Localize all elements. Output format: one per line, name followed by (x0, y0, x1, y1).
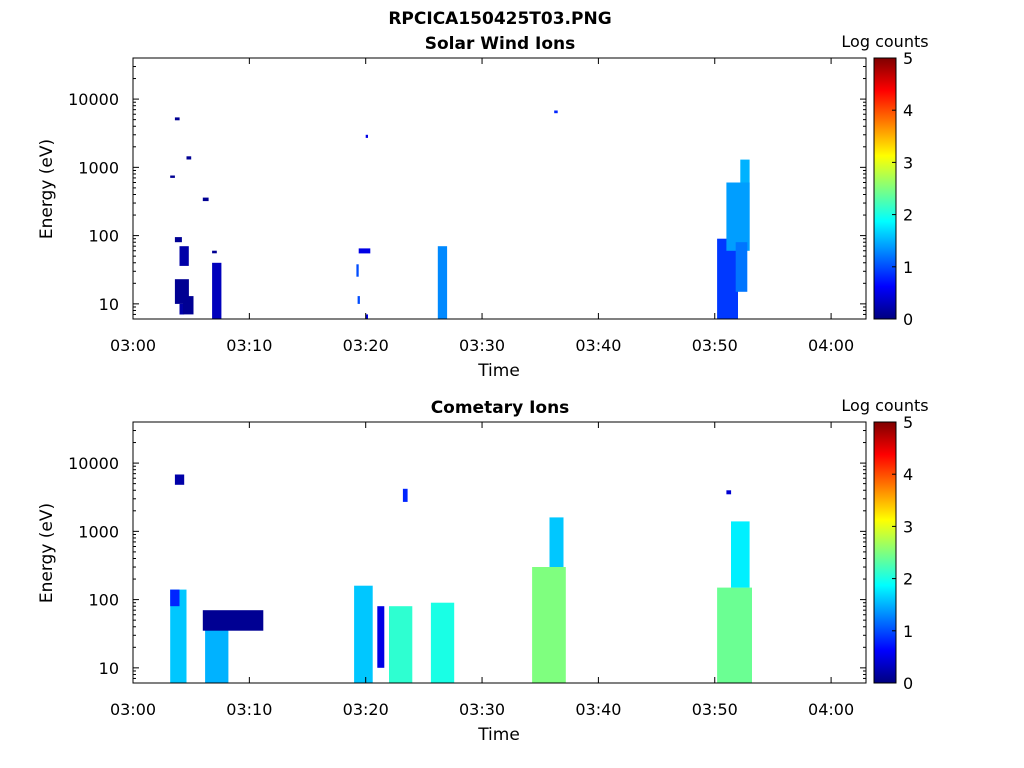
y-tick-label: 10000 (68, 454, 119, 473)
heatmap-cell (186, 156, 192, 160)
colorbar-tick-label: 3 (903, 153, 913, 172)
y-tick-label: 100 (88, 591, 119, 610)
colorbar-tick-label: 1 (903, 258, 913, 277)
heatmap-cell (183, 296, 194, 315)
heatmap-cell (365, 314, 368, 319)
x-tick-label: 03:50 (692, 700, 738, 719)
heatmap-cell (740, 159, 750, 183)
colorbar-tick-label: 4 (903, 465, 913, 484)
x-tick-label: 03:40 (575, 700, 621, 719)
heatmap-cell (377, 606, 385, 668)
heatmap-cell (170, 589, 180, 607)
heatmap-cell (549, 517, 564, 567)
colorbar-tick-label: 4 (903, 101, 913, 120)
colorbar-gradient (873, 57, 897, 320)
x-tick-label: 03:10 (226, 700, 272, 719)
heatmap-cell (170, 175, 175, 178)
x-axis-label: Time (477, 361, 520, 381)
heatmap-cell (717, 587, 752, 683)
colorbar-tick-label: 2 (903, 570, 913, 589)
heatmap-cell (174, 474, 185, 485)
heatmap-cell (554, 110, 558, 114)
y-ticks: 10 100 1000 10000 (68, 421, 866, 684)
panel-title: Cometary Ions (431, 398, 570, 418)
x-tick-label: 03:30 (459, 700, 505, 719)
colorbar-label: Log counts (841, 396, 928, 415)
x-tick-label: 03:00 (110, 700, 156, 719)
heatmap-cell (358, 248, 371, 254)
x-ticks: 03:00 03:10 03:20 03:30 03:40 03:50 04:00 (110, 58, 854, 355)
heatmap-cell (735, 242, 748, 292)
plot-frame (132, 421, 867, 684)
colorbar-tick-label: 1 (903, 622, 913, 641)
heatmap-cell (731, 521, 750, 588)
x-axis-label: Time (477, 725, 520, 745)
y-tick-label: 1000 (78, 158, 119, 177)
colorbar-tick-label: 0 (903, 310, 913, 329)
heatmap-cell (170, 589, 187, 683)
colorbar-ticks: 0 1 2 3 4 5 (892, 49, 913, 329)
colorbar-tick-label: 3 (903, 517, 913, 536)
heatmap-cell (430, 602, 455, 683)
x-tick-label: 03:30 (459, 336, 505, 355)
colorbar-tick-label: 2 (903, 206, 913, 225)
heatmap-cell (202, 197, 209, 202)
colorbar-gradient (873, 421, 897, 684)
heatmap-cell (179, 246, 189, 266)
colorbar-ticks: 0 1 2 3 4 5 (892, 413, 913, 693)
colorbar: Log counts 0 1 2 3 4 5 (841, 32, 928, 329)
x-tick-label: 03:20 (343, 700, 389, 719)
heatmap-cell (354, 585, 373, 683)
panel-title: Solar Wind Ions (425, 34, 576, 54)
heatmap-cell (202, 610, 264, 631)
x-tick-label: 03:00 (110, 336, 156, 355)
x-tick-label: 04:00 (808, 700, 854, 719)
y-ticks: 10 100 1000 10000 (68, 57, 866, 320)
heatmap-cell (174, 117, 180, 121)
heatmap-cell (726, 490, 732, 495)
heatmap-cell (357, 296, 360, 304)
heatmap-cell (717, 238, 738, 319)
y-axis-label: Energy (eV) (37, 139, 57, 239)
heatmap-cells (170, 110, 750, 319)
colorbar: Log counts 0 1 2 3 4 5 (841, 396, 928, 693)
heatmap-cell (726, 182, 750, 251)
heatmap-cell (174, 237, 182, 243)
heatmap-cell (212, 262, 222, 319)
panel-cometary-ions: Cometary Ions Energy (eV) Time 03:00 03:1… (37, 396, 929, 745)
plot-frame (132, 57, 867, 320)
x-tick-label: 04:00 (808, 336, 854, 355)
colorbar-label: Log counts (841, 32, 928, 51)
heatmap-cell (389, 606, 413, 683)
heatmap-cell (532, 567, 566, 683)
y-tick-label: 10 (99, 295, 119, 314)
figure-title: RPCICA150425T03.PNG (388, 9, 611, 29)
y-axis-label: Energy (eV) (37, 503, 57, 603)
x-ticks: 03:00 03:10 03:20 03:30 03:40 03:50 04:00 (110, 422, 854, 719)
heatmap-cell (365, 134, 368, 138)
heatmap-cell (437, 246, 448, 319)
panel-solar-wind-ions: Solar Wind Ions Energy (eV) Time 03:00 03… (37, 32, 929, 381)
colorbar-tick-label: 0 (903, 674, 913, 693)
x-tick-label: 03:40 (575, 336, 621, 355)
y-tick-label: 10 (99, 659, 119, 678)
heatmap-cell (205, 614, 229, 683)
y-tick-label: 100 (88, 227, 119, 246)
y-tick-label: 10000 (68, 90, 119, 109)
heatmap-cell (356, 264, 359, 277)
heatmap-cells (170, 474, 752, 683)
heatmap-cell (402, 488, 408, 502)
heatmap-cell (179, 303, 185, 315)
y-tick-label: 1000 (78, 522, 119, 541)
colorbar-tick-label: 5 (903, 413, 913, 432)
x-tick-label: 03:10 (226, 336, 272, 355)
colorbar-tick-label: 5 (903, 49, 913, 68)
x-tick-label: 03:50 (692, 336, 738, 355)
heatmap-cell (212, 250, 217, 254)
x-tick-label: 03:20 (343, 336, 389, 355)
